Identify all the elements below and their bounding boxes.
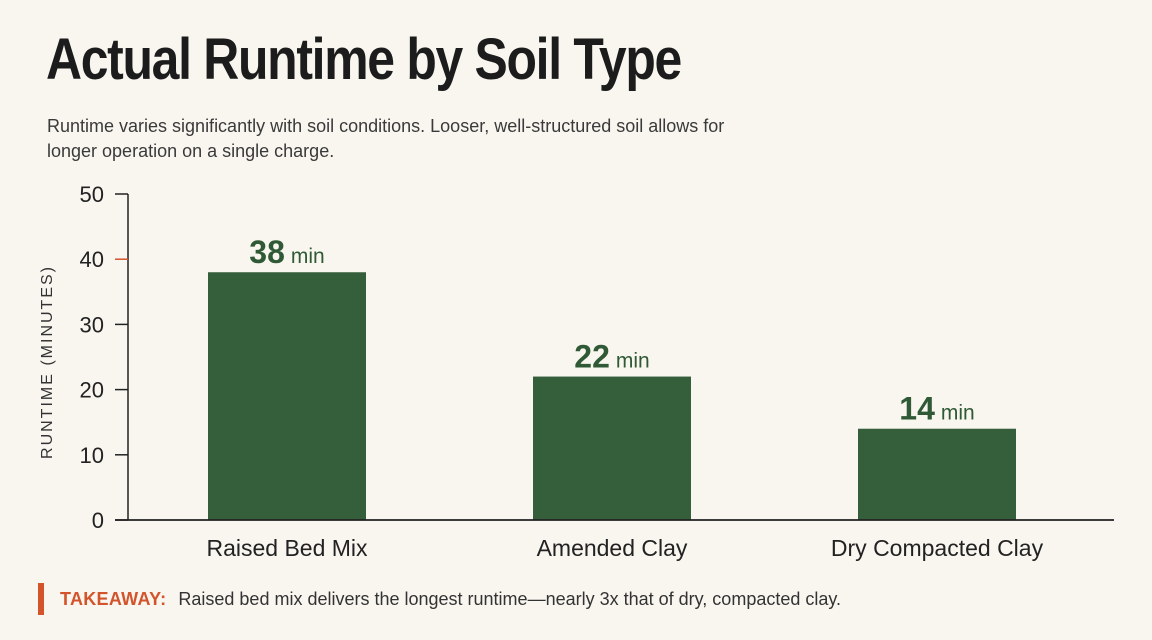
x-category-label: Raised Bed Mix — [206, 535, 368, 561]
y-tick-label: 20 — [80, 378, 104, 403]
y-axis: 0 10 20 30 40 50 — [80, 182, 129, 533]
bar-value-unit: min — [616, 350, 650, 373]
y-tick-label: 0 — [92, 508, 104, 533]
y-tick-label: 50 — [80, 182, 104, 207]
x-category-label: Dry Compacted Clay — [831, 535, 1044, 561]
bars: 38 min 22 min 14 min — [208, 234, 1016, 520]
takeaway-accent-bar — [38, 583, 44, 615]
takeaway-callout: TAKEAWAY: Raised bed mix delivers the lo… — [38, 583, 841, 615]
x-axis: Raised Bed Mix Amended Clay Dry Compacted … — [115, 519, 1114, 561]
chart-subtitle: Runtime varies significantly with soil c… — [47, 116, 725, 161]
bar — [858, 428, 1016, 520]
bar-value-number: 38 — [249, 234, 285, 270]
y-tick-label: 30 — [80, 312, 104, 337]
bar-value-number: 14 — [899, 391, 935, 427]
bar — [533, 376, 691, 520]
bar-value-unit: min — [291, 245, 325, 268]
bar — [208, 272, 366, 520]
bar-value-number: 22 — [574, 339, 610, 375]
bar-value-label: 38 min — [249, 234, 324, 270]
takeaway-text: Raised bed mix delivers the longest runt… — [178, 588, 842, 609]
bar-value-unit: min — [941, 402, 975, 425]
x-category-label: Amended Clay — [537, 535, 688, 561]
takeaway-label: TAKEAWAY: — [60, 588, 167, 609]
y-tick-label: 10 — [80, 443, 104, 468]
bar-value-label: 22 min — [574, 339, 649, 375]
bar-value-label: 14 min — [899, 391, 974, 427]
y-tick-label: 40 — [80, 247, 104, 272]
y-axis-label: RUNTIME (MINUTES) — [39, 265, 56, 459]
chart-title: Actual Runtime by Soil Type — [46, 27, 682, 92]
